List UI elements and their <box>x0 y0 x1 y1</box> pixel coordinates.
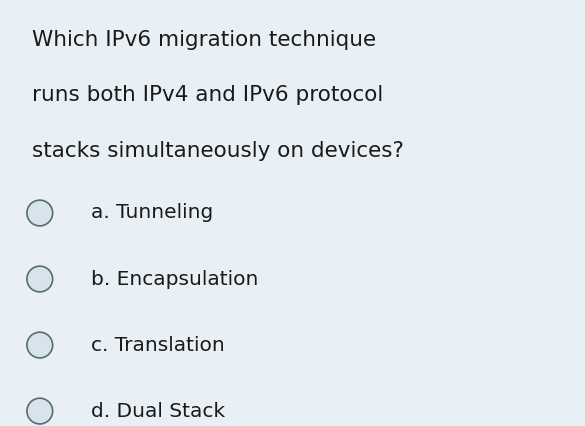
Ellipse shape <box>27 200 53 226</box>
Ellipse shape <box>27 332 53 358</box>
Text: Which IPv6 migration technique: Which IPv6 migration technique <box>32 30 376 50</box>
Text: b. Encapsulation: b. Encapsulation <box>91 270 258 288</box>
Text: stacks simultaneously on devices?: stacks simultaneously on devices? <box>32 141 404 161</box>
Text: runs both IPv4 and IPv6 protocol: runs both IPv4 and IPv6 protocol <box>32 85 383 105</box>
Ellipse shape <box>27 266 53 292</box>
Text: d. Dual Stack: d. Dual Stack <box>91 402 225 420</box>
Text: a. Tunneling: a. Tunneling <box>91 204 213 222</box>
Ellipse shape <box>27 398 53 424</box>
Text: c. Translation: c. Translation <box>91 336 225 354</box>
